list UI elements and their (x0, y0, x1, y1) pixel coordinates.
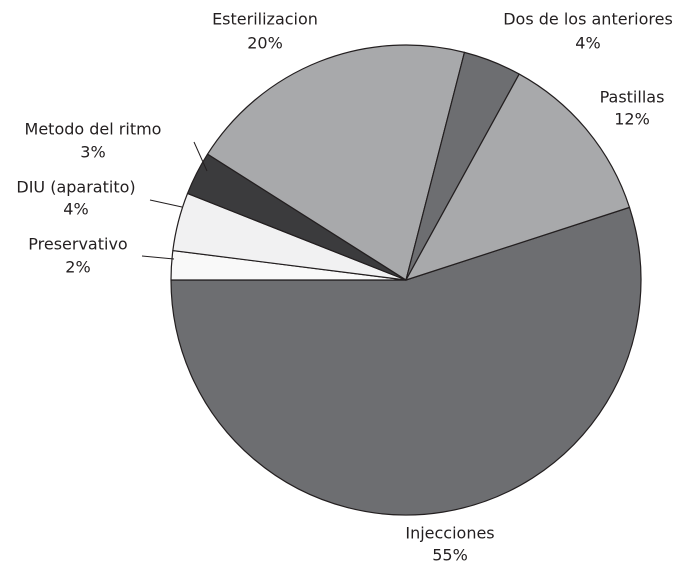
slice-value-label: 55% (432, 546, 468, 562)
slice-value-label: 20% (247, 34, 283, 53)
slice-label: Metodo del ritmo (25, 120, 162, 139)
slice-label: Esterilizacion (212, 10, 318, 29)
pie-slice (206, 44, 466, 281)
slice-label: Preservativo (28, 235, 127, 254)
leader-line (141, 255, 175, 260)
pie-slice (170, 206, 642, 516)
slice-value-label: 3% (80, 143, 105, 162)
pie-slice (405, 73, 631, 281)
slice-value-label: 12% (614, 110, 650, 129)
leader-line (193, 141, 208, 172)
slice-label: DIU (aparatito) (16, 178, 135, 197)
slice-value-label: 4% (63, 200, 88, 219)
slice-label: Injecciones (405, 524, 494, 543)
slice-value-label: 4% (575, 34, 600, 53)
slice-label: Pastillas (600, 88, 665, 107)
leader-line (149, 199, 183, 208)
slice-label: Dos de los anteriores (503, 10, 673, 29)
slice-value-label: 2% (65, 258, 90, 277)
